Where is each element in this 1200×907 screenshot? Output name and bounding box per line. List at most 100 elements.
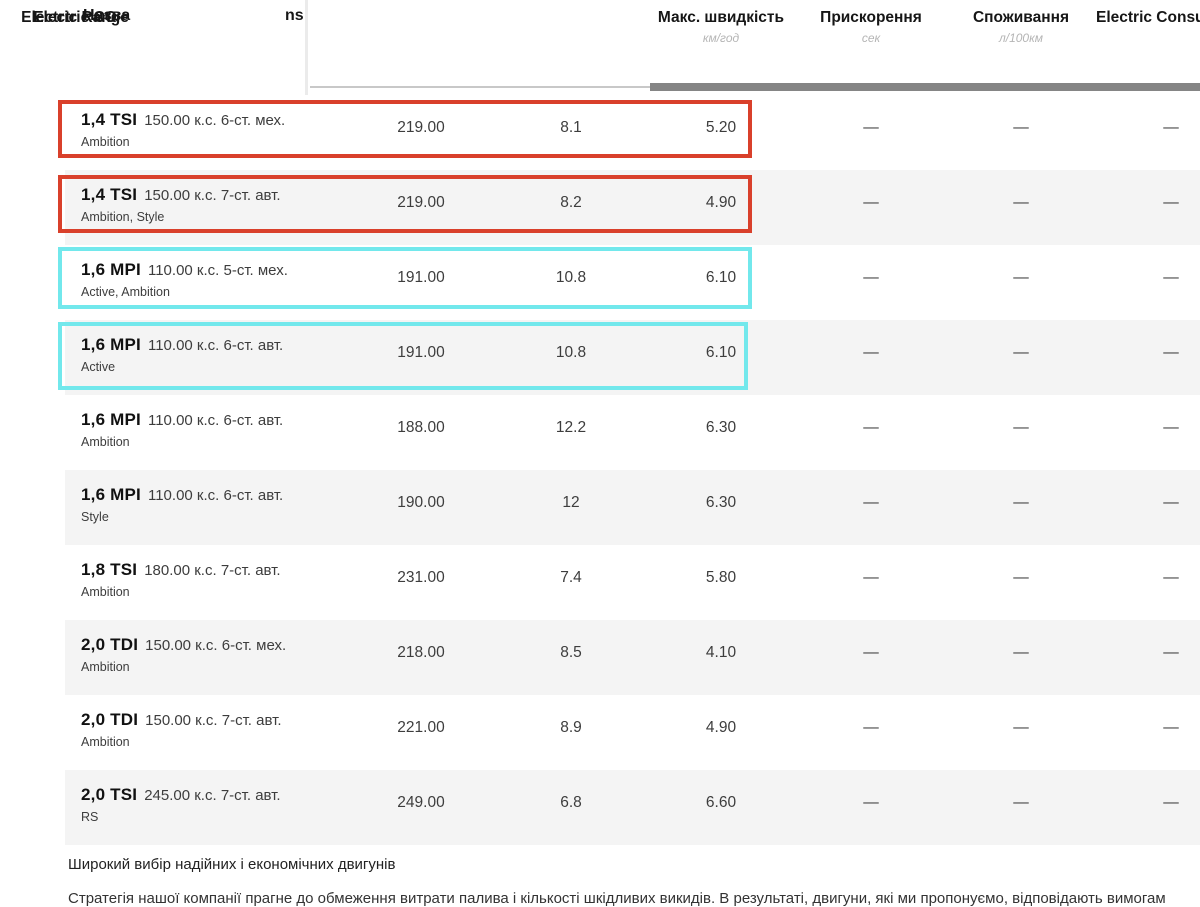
table-row: 1,6 MPI 110.00 к.с. 5-ст. мех. Active, Am… [65, 245, 1200, 320]
electric-co-value: — [1163, 343, 1179, 361]
consumption-value: 6.10 [705, 268, 737, 286]
acceleration-value: 6.8 [560, 793, 582, 811]
electric-range-value: — [1013, 793, 1029, 811]
table-row: 2,0 TSI 245.00 к.с. 7-ст. авт. RS 249.00 … [65, 770, 1200, 845]
table-row: 1,4 TSI 150.00 к.с. 7-ст. авт. Ambition, … [65, 170, 1200, 245]
electric-consumption-value: — [863, 343, 879, 361]
engine-name-cell: 1,4 TSI 150.00 к.с. 6-ст. мех. Ambition [65, 95, 346, 170]
acceleration-value: 8.9 [560, 718, 582, 736]
table-row: 1,6 MPI 110.00 к.с. 6-ст. авт. Style 190.… [65, 470, 1200, 545]
engine-trim: Style [81, 510, 109, 524]
acceleration-value: 7.4 [560, 568, 582, 586]
engine-title: 1,8 TSI [81, 560, 138, 579]
max-speed-value: 249.00 [397, 793, 445, 811]
column-label: Макс. швидкість [657, 9, 785, 26]
engine-title: 1,6 MPI [81, 335, 141, 354]
acceleration-value: 12 [562, 493, 580, 511]
electric-co-value: — [1163, 268, 1179, 286]
max-speed-value: 191.00 [397, 343, 445, 361]
electric-consumption-value: — [863, 643, 879, 661]
electric-co-value: — [1163, 118, 1179, 136]
engine-name-cell: 1,4 TSI 150.00 к.с. 7-ст. авт. Ambition, … [65, 170, 346, 245]
horizontal-scrollbar-thumb[interactable] [650, 83, 1200, 91]
electric-consumption-value: — [863, 418, 879, 436]
engine-trim: Active, Ambition [81, 285, 170, 299]
acceleration-value: 8.1 [560, 118, 582, 136]
column-unit: км/год [702, 31, 740, 45]
footer-paragraph-clipped: Стратегія нашої компанії прагне до обмеж… [68, 890, 1166, 907]
engine-title: 2,0 TSI [81, 785, 138, 804]
engine-name-cell: 2,0 TSI 245.00 к.с. 7-ст. авт. RS [65, 770, 346, 845]
acceleration-value: 8.5 [560, 643, 582, 661]
consumption-value: 5.20 [705, 118, 737, 136]
engine-trim: Ambition [81, 585, 130, 599]
max-speed-value: 231.00 [397, 568, 445, 586]
engine-name-cell: 1,6 MPI 110.00 к.с. 6-ст. авт. Style [65, 470, 346, 545]
engine-trim: Ambition [81, 135, 130, 149]
max-speed-value: 221.00 [397, 718, 445, 736]
table-row: 1,6 MPI 110.00 к.с. 6-ст. авт. Ambition 1… [65, 395, 1200, 470]
column-label: Прискорення [820, 9, 922, 26]
engine-spec: 110.00 к.с. 6-ст. авт. [147, 412, 284, 429]
engine-trim: Ambition [81, 435, 130, 449]
electric-consumption-value: — [863, 118, 879, 136]
acceleration-value: 10.8 [555, 343, 587, 361]
engine-title: 2,0 TDI [81, 710, 139, 729]
engine-spec: 150.00 к.с. 7-ст. авт. [145, 712, 282, 729]
consumption-value: 5.80 [705, 568, 737, 586]
engine-title: 1,4 TSI [81, 110, 138, 129]
consumption-value: 6.30 [705, 418, 737, 436]
electric-co-value: — [1163, 418, 1179, 436]
column-header-consumption: Споживання л/100км [946, 5, 1096, 46]
engine-name-cell: 1,6 MPI 110.00 к.с. 5-ст. мех. Active, Am… [65, 245, 346, 320]
column-header-electric-range: Electric Range [0, 5, 150, 31]
max-speed-value: 190.00 [397, 493, 445, 511]
engine-trim: Ambition [81, 735, 130, 749]
column-unit: л/100км [998, 31, 1043, 45]
electric-consumption-value: — [863, 268, 879, 286]
electric-co-value: — [1163, 718, 1179, 736]
engine-trim: Ambition [81, 660, 130, 674]
max-speed-value: 218.00 [397, 643, 445, 661]
clipped-header-fragment: ns [285, 7, 304, 24]
engine-spec: 180.00 к.с. 7-ст. авт. [144, 562, 281, 579]
engine-title: 1,6 MPI [81, 410, 141, 429]
electric-co-value: — [1163, 193, 1179, 211]
max-speed-value: 191.00 [397, 268, 445, 286]
footer-heading: Широкий вибір надійних і економічних дви… [68, 856, 396, 873]
electric-co-value: — [1163, 568, 1179, 586]
electric-range-value: — [1013, 118, 1029, 136]
electric-range-value: — [1013, 268, 1029, 286]
max-speed-value: 219.00 [397, 118, 445, 136]
column-label: Electric CO [33, 9, 117, 26]
max-speed-value: 219.00 [397, 193, 445, 211]
engine-spec: 150.00 к.с. 7-ст. авт. [144, 187, 281, 204]
electric-consumption-value: — [863, 793, 879, 811]
electric-co-value: — [1163, 793, 1179, 811]
engine-spec: 110.00 к.с. 6-ст. авт. [147, 337, 284, 354]
engine-name-cell: 1,6 MPI 110.00 к.с. 6-ст. авт. Ambition [65, 395, 346, 470]
engine-spec: 110.00 к.с. 6-ст. авт. [147, 487, 284, 504]
column-label: Споживання [972, 9, 1070, 26]
column-header-max-speed: Макс. швидкість км/год [646, 5, 796, 46]
engine-spec: 245.00 к.с. 7-ст. авт. [144, 787, 281, 804]
engine-spec: 150.00 к.с. 6-ст. мех. [144, 112, 286, 129]
electric-range-value: — [1013, 643, 1029, 661]
electric-range-value: — [1013, 493, 1029, 511]
acceleration-value: 10.8 [555, 268, 587, 286]
table-row: 2,0 TDI 150.00 к.с. 6-ст. мех. Ambition 2… [65, 620, 1200, 695]
engine-spec: 150.00 к.с. 6-ст. мех. [145, 637, 287, 654]
column-header-name: Назва [83, 7, 131, 24]
electric-consumption-value: — [863, 193, 879, 211]
column-header-electric-consumption: Electric Consumption [1096, 5, 1200, 31]
engine-trim: RS [81, 810, 99, 824]
consumption-value: 6.10 [705, 343, 737, 361]
engine-trim: Ambition, Style [81, 210, 165, 224]
electric-range-value: — [1013, 718, 1029, 736]
electric-range-value: — [1013, 343, 1029, 361]
consumption-value: 4.90 [705, 718, 737, 736]
engine-spec: 110.00 к.с. 5-ст. мех. [147, 262, 288, 279]
engine-name-cell: 1,8 TSI 180.00 к.с. 7-ст. авт. Ambition [65, 545, 346, 620]
engine-name-cell: 2,0 TDI 150.00 к.с. 6-ст. мех. Ambition [65, 620, 346, 695]
